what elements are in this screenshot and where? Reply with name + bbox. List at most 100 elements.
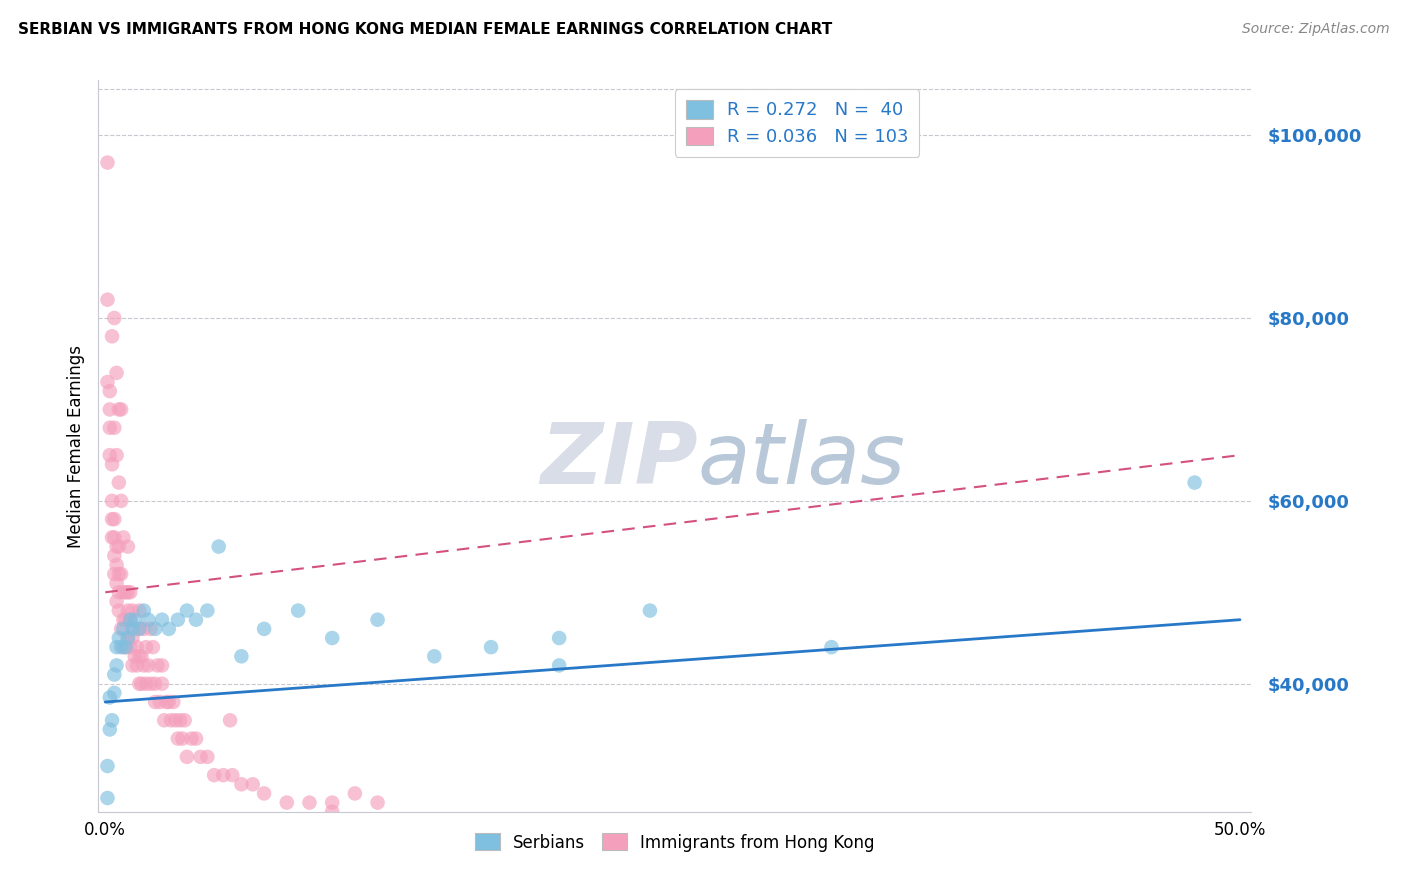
Point (105, 576, 128, 591)
Point (321, 805, 343, 819)
Point (105, 594, 128, 608)
Point (231, 649, 253, 664)
Text: atlas: atlas (697, 419, 905, 502)
Point (112, 622, 135, 636)
Point (96, 791, 118, 805)
Point (103, 667, 125, 681)
Text: ZIP: ZIP (540, 419, 697, 502)
Point (112, 530, 135, 544)
Point (117, 540, 139, 554)
Point (112, 585, 135, 599)
Point (103, 310, 125, 325)
Point (367, 613, 389, 627)
Point (110, 640, 132, 655)
Point (108, 567, 131, 582)
Point (108, 603, 131, 617)
Point (146, 658, 169, 673)
Point (221, 768, 243, 782)
Point (157, 695, 180, 709)
Point (98, 384, 121, 398)
Point (242, 777, 264, 791)
Point (103, 530, 125, 544)
Point (155, 695, 177, 709)
Point (120, 585, 142, 599)
Point (101, 530, 124, 544)
Point (548, 631, 571, 645)
Point (149, 695, 172, 709)
Point (101, 329, 124, 343)
Point (150, 658, 173, 673)
Point (110, 402, 132, 417)
Point (1184, 475, 1206, 490)
Point (180, 731, 202, 746)
Point (114, 613, 136, 627)
Text: SERBIAN VS IMMIGRANTS FROM HONG KONG MEDIAN FEMALE EARNINGS CORRELATION CHART: SERBIAN VS IMMIGRANTS FROM HONG KONG MED… (18, 22, 832, 37)
Point (125, 640, 148, 655)
Point (128, 622, 150, 636)
Point (253, 787, 276, 801)
Point (114, 640, 136, 655)
Point (142, 640, 165, 655)
Point (98, 690, 121, 705)
Point (114, 585, 136, 599)
Point (157, 622, 180, 636)
Point (423, 649, 446, 664)
Point (124, 622, 146, 636)
Point (101, 493, 124, 508)
Point (128, 676, 150, 690)
Point (287, 603, 309, 617)
Point (195, 749, 218, 764)
Point (98, 402, 121, 417)
Point (143, 622, 166, 636)
Point (479, 640, 502, 655)
Point (120, 640, 142, 655)
Point (253, 622, 276, 636)
Point (202, 768, 225, 782)
Point (105, 366, 128, 380)
Point (169, 714, 191, 728)
Point (343, 787, 366, 801)
Point (98, 448, 121, 462)
Point (96, 293, 118, 307)
Point (128, 603, 150, 617)
Point (117, 585, 139, 599)
Point (108, 540, 131, 554)
Point (105, 640, 128, 655)
Point (135, 640, 157, 655)
Point (184, 613, 207, 627)
Point (150, 613, 173, 627)
Point (108, 631, 131, 645)
Point (131, 676, 153, 690)
Point (103, 512, 125, 526)
Point (114, 640, 136, 655)
Point (172, 731, 194, 746)
Point (820, 640, 842, 655)
Point (117, 631, 139, 645)
Point (276, 796, 298, 810)
Point (139, 622, 162, 636)
Point (108, 402, 131, 417)
Point (195, 603, 218, 617)
Point (110, 622, 132, 636)
Point (96, 375, 118, 389)
Point (120, 613, 142, 627)
Point (638, 603, 661, 617)
Point (219, 714, 242, 728)
Point (103, 567, 125, 582)
Point (96, 155, 118, 169)
Point (208, 540, 231, 554)
Point (112, 640, 135, 655)
Point (132, 622, 155, 636)
Point (190, 749, 212, 764)
Point (101, 512, 124, 526)
Point (143, 676, 166, 690)
Point (231, 777, 253, 791)
Point (321, 796, 343, 810)
Point (105, 558, 128, 572)
Point (121, 631, 143, 645)
Point (298, 796, 321, 810)
Legend: Serbians, Immigrants from Hong Kong: Serbians, Immigrants from Hong Kong (468, 827, 882, 858)
Point (103, 549, 125, 563)
Point (131, 649, 153, 664)
Point (176, 603, 198, 617)
